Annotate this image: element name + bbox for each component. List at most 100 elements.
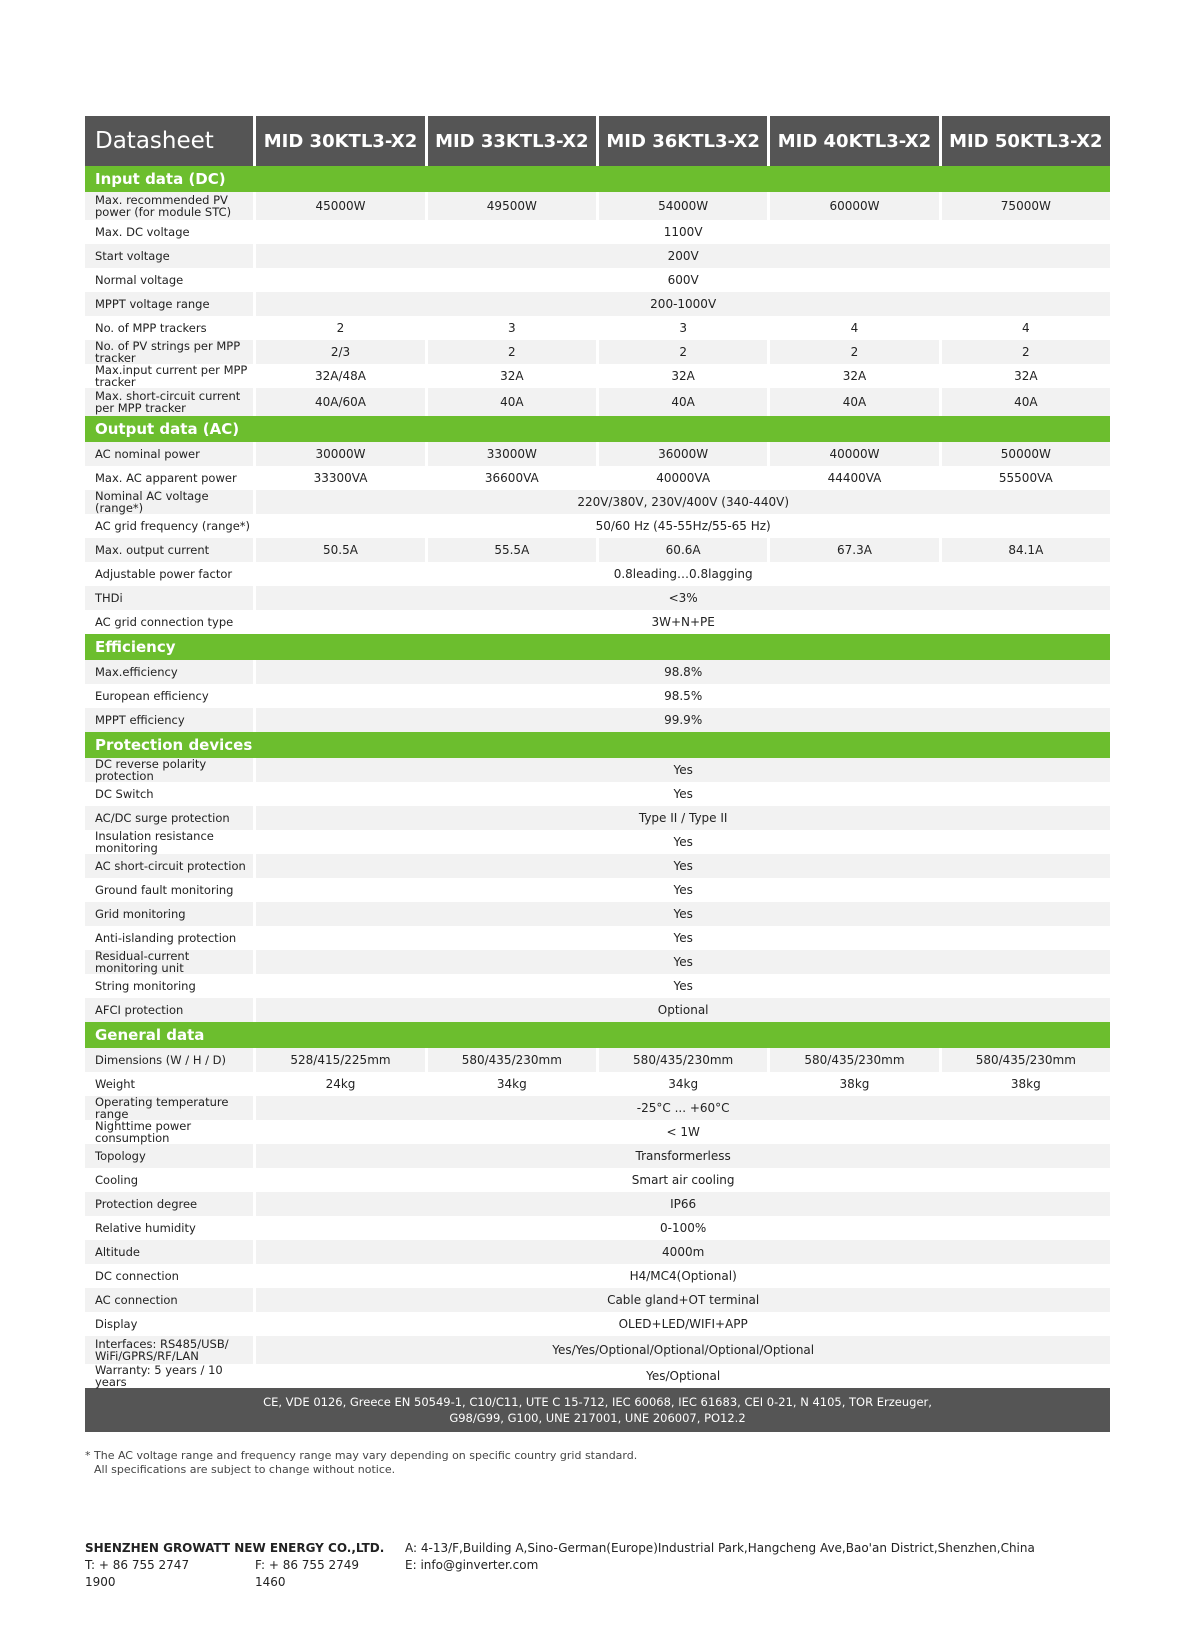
spec-label: Dimensions (W / H / D) [85,1048,254,1072]
spec-value: < 1W [256,1120,1110,1144]
spec-value: 3W+N+PE [256,610,1110,634]
spec-value: 50.5A [256,538,425,562]
spec-value: 32A/48A [256,364,425,388]
spec-value: Optional [256,998,1110,1022]
spec-label: Warranty: 5 years / 10 years [85,1364,254,1388]
spec-row: MPPT voltage range 200-1000V [85,292,1110,316]
spec-row: THDi <3% [85,586,1110,610]
spec-value: 60000W [770,192,939,220]
note: * The AC voltage range and frequency ran… [85,1449,638,1462]
spec-value: 1100V [256,220,1110,244]
spec-value: 33000W [427,442,596,466]
spec-label: DC Switch [85,782,254,806]
spec-value: 40A [770,388,939,416]
spec-value: 40A/60A [256,388,425,416]
spec-label: AC connection [85,1288,254,1312]
spec-row: Normal voltage 600V [85,268,1110,292]
spec-value: H4/MC4(Optional) [256,1264,1110,1288]
spec-row: Warranty: 5 years / 10 years Yes/Optional [85,1364,1110,1388]
spec-value: Yes [256,950,1110,974]
section-row: Output data (AC) [85,416,1110,442]
spec-value: 200-1000V [256,292,1110,316]
spec-label: No. of MPP trackers [85,316,254,340]
spec-label: AC short-circuit protection [85,854,254,878]
spec-value: 4 [941,316,1110,340]
spec-row: String monitoring Yes [85,974,1110,998]
spec-row: Max.efficiency 98.8% [85,660,1110,684]
spec-row: Relative humidity 0-100% [85,1216,1110,1240]
spec-value: Yes [256,758,1110,782]
spec-row: AC short-circuit protection Yes [85,854,1110,878]
section-row: Efficiency [85,634,1110,660]
spec-row: Dimensions (W / H / D) 528/415/225mm 580/4… [85,1048,1110,1072]
spec-value: 2/3 [256,340,425,364]
spec-row: Protection degree IP66 [85,1192,1110,1216]
footer-line: SHENZHEN GROWATT NEW ENERGY CO.,LTD. T: … [85,1540,1035,1591]
address: A: 4-13/F,Building A,Sino-German(Europe)… [405,1541,1035,1555]
spec-value: Cable gland+OT terminal [256,1288,1110,1312]
spec-label: AC grid connection type [85,610,254,634]
spec-label: Display [85,1312,254,1336]
spec-row: Altitude 4000m [85,1240,1110,1264]
spec-value: 55.5A [427,538,596,562]
model-name: MID 40KTL3-X2 [770,116,939,166]
spec-row: Insulation resistance monitoring Yes [85,830,1110,854]
spec-value: 580/435/230mm [598,1048,768,1072]
spec-value: 98.5% [256,684,1110,708]
contacts: T: + 86 755 2747 1900 F: + 86 755 2749 14… [85,1557,385,1591]
spec-value: 38kg [770,1072,939,1096]
spec-label: European efficiency [85,684,254,708]
spec-row: DC Switch Yes [85,782,1110,806]
spec-row: Display OLED+LED/WIFI+APP [85,1312,1110,1336]
spec-value: Yes [256,830,1110,854]
spec-value: 36600VA [427,466,596,490]
spec-value: 2 [256,316,425,340]
spec-value: 40A [427,388,596,416]
section-title: Input data (DC) [85,166,1110,192]
spec-value: OLED+LED/WIFI+APP [256,1312,1110,1336]
spec-value: Smart air cooling [256,1168,1110,1192]
section-row: General data [85,1022,1110,1048]
spec-value: 50000W [941,442,1110,466]
spec-value: 3 [598,316,768,340]
spec-value: 44400VA [770,466,939,490]
section-row: Protection devices [85,732,1110,758]
spec-value: Yes [256,974,1110,998]
spec-value: 55500VA [941,466,1110,490]
table-body: Input data (DC) Max. recommended PV power… [85,166,1110,1388]
model-name: MID 33KTL3-X2 [427,116,596,166]
spec-row: No. of MPP trackers 2 3 3 4 4 [85,316,1110,340]
spec-value: Yes/Optional [256,1364,1110,1388]
spec-value: 32A [427,364,596,388]
spec-value: 84.1A [941,538,1110,562]
spec-value: 40A [598,388,768,416]
section-title: Efficiency [85,634,1110,660]
spec-row: Max. output current 50.5A 55.5A 60.6A 67.3A 8… [85,538,1110,562]
spec-row: DC connection H4/MC4(Optional) [85,1264,1110,1288]
spec-row: Residual-current monitoring unit Yes [85,950,1110,974]
spec-value: Yes [256,854,1110,878]
spec-value: 580/435/230mm [941,1048,1110,1072]
spec-label: Adjustable power factor [85,562,254,586]
spec-row: Topology Transformerless [85,1144,1110,1168]
sheet-title: Datasheet [85,116,254,166]
spec-row: Max. DC voltage 1100V [85,220,1110,244]
spec-value: 32A [598,364,768,388]
spec-row: Adjustable power factor 0.8leading…0.8lag… [85,562,1110,586]
spec-value: 38kg [941,1072,1110,1096]
spec-label: DC connection [85,1264,254,1288]
spec-value: 34kg [427,1072,596,1096]
spec-row: Start voltage 200V [85,244,1110,268]
section-row: Input data (DC) [85,166,1110,192]
spec-value: 32A [770,364,939,388]
spec-row: Weight 24kg 34kg 34kg 38kg 38kg [85,1072,1110,1096]
spec-label: AC/DC surge protection [85,806,254,830]
spec-table: Datasheet MID 30KTL3-X2 MID 33KTL3-X2 MID 3… [82,116,1113,1388]
spec-row: Cooling Smart air cooling [85,1168,1110,1192]
model-name: MID 50KTL3-X2 [941,116,1110,166]
spec-value: 0-100% [256,1216,1110,1240]
spec-value: Yes [256,926,1110,950]
spec-value: 99.9% [256,708,1110,732]
spec-row: AC/DC surge protection Type II / Type II [85,806,1110,830]
